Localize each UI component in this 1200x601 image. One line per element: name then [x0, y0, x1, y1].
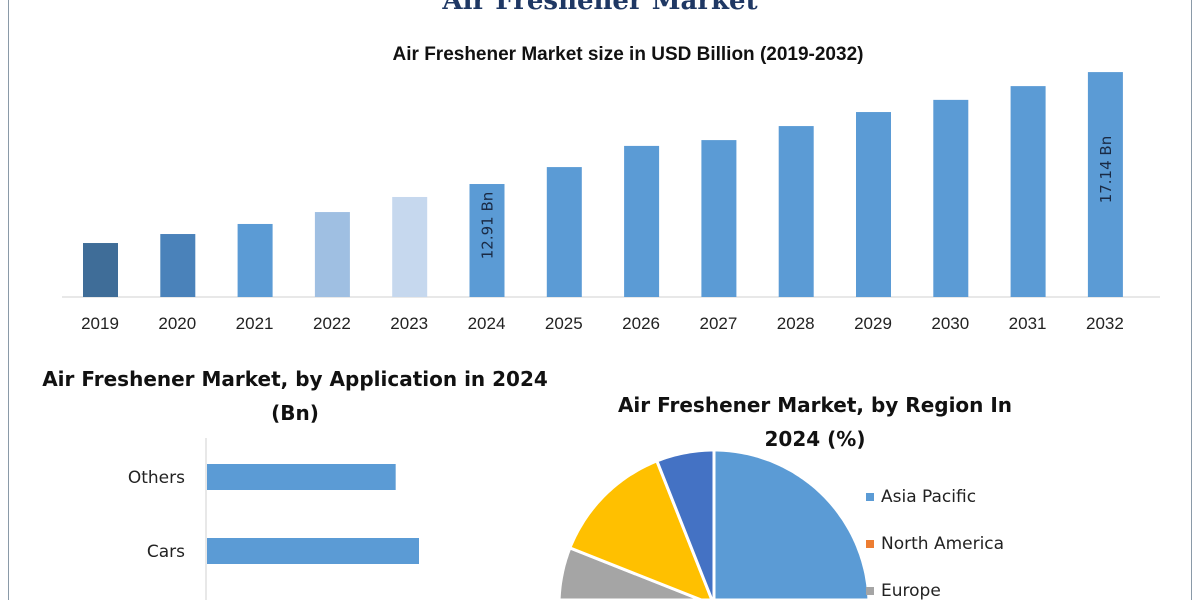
x-tick-label: 2021: [236, 314, 274, 333]
x-tick-label: 2025: [545, 314, 583, 333]
x-tick-label: 2031: [1009, 314, 1047, 333]
bar-2023: [392, 196, 428, 297]
bar-2029: [856, 112, 891, 297]
bar-2022: [314, 212, 350, 297]
legend-swatch: [866, 540, 874, 548]
data-label: 17.14 Bn: [1097, 136, 1115, 204]
x-tick-label: 2023: [390, 314, 428, 333]
pie-slice-unlabeled-4: [654, 448, 716, 600]
bar-2024: [469, 184, 505, 297]
pie-slice-asia-pacific: [712, 448, 871, 600]
legend-label: North America: [881, 534, 1005, 554]
x-tick-label: 2024: [468, 314, 506, 333]
legend-item: North America: [866, 534, 1004, 554]
legend-label: Asia Pacific: [881, 487, 977, 507]
bar-2030: [933, 99, 969, 297]
data-label: 12.91 Bn: [479, 192, 497, 260]
bar-chart-title: Air Freshener Market size in USD Billion…: [392, 44, 864, 65]
application-chart-title: Air Freshener Market, by Application in …: [42, 367, 548, 425]
x-tick-label: 2030: [931, 314, 969, 333]
bar-2028: [778, 126, 814, 298]
x-tick-label: 2027: [699, 314, 737, 333]
page-title: Air Freshener Market: [442, 0, 758, 16]
frame-left: [8, 0, 9, 600]
legend-label: Europe: [881, 581, 941, 601]
bar-2027: [701, 140, 737, 297]
bar-2026: [624, 145, 660, 297]
x-tick-label: 2022: [313, 314, 351, 333]
bar-2031: [1010, 86, 1046, 297]
bar-cars: [207, 538, 419, 564]
bar-2020: [160, 234, 196, 297]
category-label: Cars: [147, 542, 185, 562]
region-chart-title: Air Freshener Market, by Region In 2024 …: [617, 393, 1013, 451]
legend-swatch: [866, 493, 874, 501]
x-tick-label: 2019: [81, 314, 119, 333]
x-tick-label: 2028: [777, 314, 815, 333]
bar-2025: [546, 167, 582, 297]
legend-item: Asia Pacific: [866, 487, 976, 507]
legend-item: Europe: [866, 581, 941, 601]
bar-2019: [83, 243, 118, 297]
frame-right: [1191, 0, 1192, 600]
bar-others: [207, 464, 396, 490]
x-tick-label: 2026: [622, 314, 660, 333]
x-tick-label: 2029: [854, 314, 892, 333]
bar-2021: [237, 223, 273, 297]
x-tick-label: 2032: [1086, 314, 1124, 333]
bar-2032: [1087, 72, 1123, 297]
pie-slice-unlabeled-3: [567, 458, 714, 600]
category-label: Others: [128, 468, 185, 488]
x-tick-label: 2020: [158, 314, 196, 333]
legend-swatch: [866, 587, 874, 595]
